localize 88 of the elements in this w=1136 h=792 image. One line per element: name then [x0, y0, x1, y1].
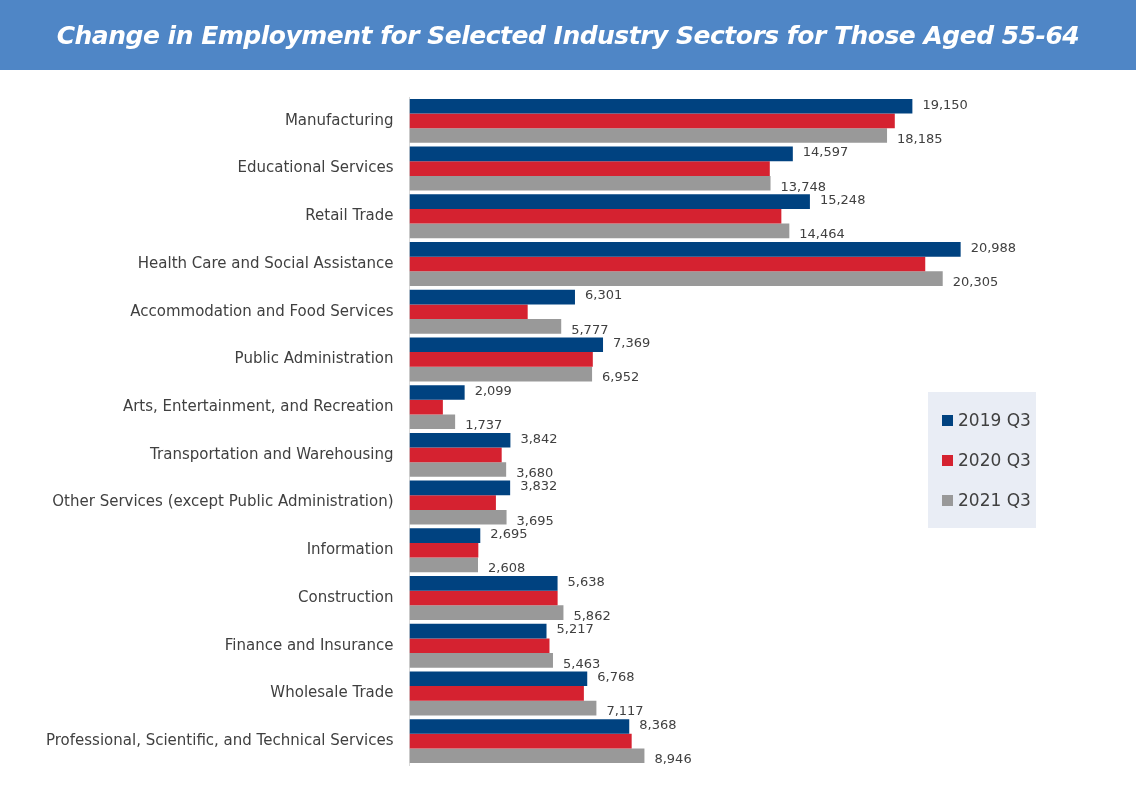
data-label: 6,768 [597, 669, 635, 685]
data-label: 7,117 [606, 703, 644, 719]
bar [409, 447, 502, 463]
data-label: 2,695 [490, 526, 528, 542]
bar [409, 605, 564, 620]
data-label: 8,368 [639, 716, 677, 732]
bar [409, 653, 553, 668]
legend-label: 2019 Q3 [958, 410, 1031, 430]
data-label: 3,695 [516, 512, 554, 528]
y-tick-label: Professional, Scientific, and Technical Services [45, 731, 394, 750]
y-tick-label: Public Administration [234, 349, 394, 368]
data-label: 7,369 [613, 335, 651, 351]
data-label: 6,952 [602, 369, 640, 385]
bar [409, 161, 770, 176]
data-label: 20,305 [952, 274, 999, 290]
data-label: 5,638 [567, 573, 605, 589]
bar [409, 113, 895, 129]
bar [409, 319, 562, 334]
y-tick-label: Health Care and Social Assistance [137, 253, 394, 272]
bar [409, 414, 456, 430]
bar [409, 352, 593, 367]
bar [409, 366, 593, 382]
y-tick-label: Manufacturing [284, 110, 394, 129]
legend-label: 2021 Q3 [958, 490, 1031, 510]
data-label: 8,946 [654, 751, 692, 767]
bar [409, 638, 550, 654]
bar [409, 256, 926, 272]
bar [409, 623, 547, 639]
data-label: 18,185 [897, 130, 943, 146]
data-label: 2,608 [488, 560, 526, 576]
y-tick-label: Construction [298, 587, 394, 606]
y-tick-label: Retail Trade [305, 206, 394, 225]
bar [409, 509, 507, 525]
bar [409, 576, 558, 591]
data-label: 15,248 [819, 192, 866, 208]
bar [409, 175, 771, 191]
data-label: 2,099 [474, 382, 512, 398]
bar [409, 748, 645, 764]
bar [409, 495, 496, 510]
bar [409, 432, 511, 448]
y-tick-label: Other Services (except Public Administration) [52, 492, 394, 511]
data-label: 5,217 [556, 621, 594, 637]
bar [409, 700, 597, 716]
bar [409, 686, 584, 701]
bar [409, 557, 478, 573]
bar [409, 542, 479, 558]
bar [409, 208, 782, 224]
data-label: 3,680 [516, 464, 554, 480]
data-label: 19,150 [922, 96, 968, 112]
bar [409, 223, 790, 239]
bar [409, 98, 913, 114]
data-label: 1,737 [465, 417, 503, 433]
bar [409, 385, 465, 400]
y-tick-label: Educational Services [237, 158, 394, 177]
bar [409, 146, 793, 162]
y-tick-label: Arts, Entertainment, and Recreation [122, 397, 394, 416]
data-label: 3,842 [520, 430, 558, 446]
bar [409, 337, 604, 353]
bar [409, 733, 632, 749]
chart-title: Change in Employment for Selected Industry Sectors for Those Aged 55-64 [0, 0, 1136, 70]
y-tick-label: Wholesale Trade [270, 683, 394, 702]
bar [409, 128, 888, 143]
bar [409, 719, 630, 734]
bar [409, 528, 481, 543]
data-label: 14,464 [799, 226, 845, 242]
data-label: 3,832 [520, 478, 558, 494]
bar [409, 399, 443, 415]
bar [409, 194, 810, 209]
legend-label: 2020 Q3 [958, 450, 1031, 470]
bar [409, 271, 943, 286]
bar [409, 590, 558, 606]
y-tick-label: Accommodation and Food Services [130, 301, 394, 320]
y-tick-label: Transportation and Warehousing [149, 444, 394, 463]
data-label: 20,988 [970, 239, 1017, 255]
data-label: 5,463 [562, 655, 601, 671]
bar [409, 289, 575, 305]
data-label: 5,862 [573, 608, 611, 624]
data-label: 14,597 [802, 144, 849, 160]
bar [409, 671, 588, 687]
bar [409, 242, 961, 257]
bar [409, 462, 507, 477]
bar [409, 304, 528, 320]
bar [409, 480, 511, 496]
y-tick-label: Information [306, 540, 394, 559]
data-label: 6,301 [584, 287, 623, 303]
data-label: 5,777 [571, 321, 609, 337]
data-label: 13,748 [780, 178, 827, 194]
y-tick-label: Finance and Insurance [224, 635, 394, 654]
